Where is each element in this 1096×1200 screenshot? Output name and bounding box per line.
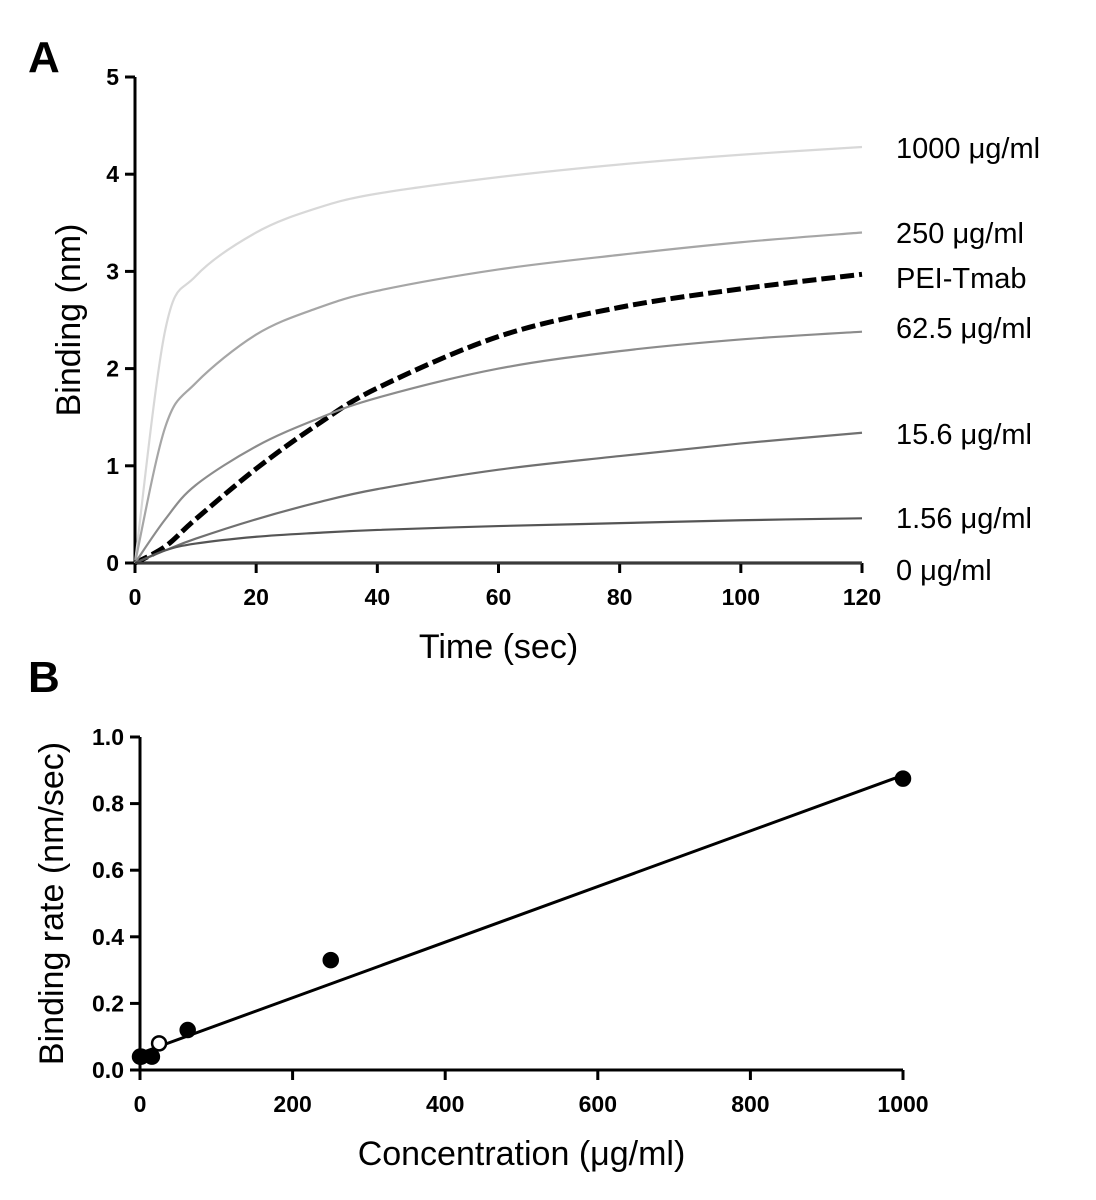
panel-a-x-tick-label: 40 — [365, 584, 391, 610]
panel-a-x-tick-label: 80 — [607, 584, 633, 610]
series-label-1: 250 μg/ml — [896, 218, 1024, 250]
series-line-1 — [133, 231, 863, 564]
series-label-6: 0 μg/ml — [896, 555, 992, 587]
series-label-2: PEI-Tmab — [896, 263, 1027, 295]
panel-a-x-tick-label: 60 — [486, 584, 512, 610]
panel-a-x-tick-label: 20 — [243, 584, 269, 610]
panel-b-x-tick-label: 600 — [579, 1091, 617, 1117]
panel-b-x-tick-label: 400 — [426, 1091, 464, 1117]
panel-a-x-axis-title: Time (sec) — [419, 628, 578, 666]
panel-a-y-tick-label: 5 — [106, 64, 119, 90]
panel-b-x-tick-label: 0 — [134, 1091, 147, 1117]
panel-b-x-axis-title: Concentration (μg/ml) — [358, 1135, 686, 1173]
series-label-0: 1000 μg/ml — [896, 133, 1040, 165]
series-line-2 — [133, 271, 863, 566]
panel-b-y-tick-label: 0.0 — [92, 1057, 124, 1083]
panel-b-y-tick-label: 1.0 — [92, 724, 124, 750]
panel-b-x-tick-label: 1000 — [877, 1091, 928, 1117]
data-point — [143, 1048, 161, 1065]
data-point-open — [150, 1035, 168, 1052]
panel-b-x-tick-label: 200 — [273, 1091, 311, 1117]
panel-b-y-axis-title: Binding rate (nm/sec) — [33, 742, 71, 1065]
panel-a-x-tick-label: 0 — [129, 584, 142, 610]
data-point — [894, 770, 912, 787]
series-label-4: 15.6 μg/ml — [896, 419, 1032, 451]
panel-b-y-tick-label: 0.8 — [92, 791, 124, 817]
panel-b-y-tick-label: 0.2 — [92, 990, 124, 1016]
panel-letter-b: B — [28, 653, 60, 702]
series-line-3 — [134, 330, 863, 564]
panel-a-y-axis-title: Binding (nm) — [50, 224, 88, 417]
panel-b-x-tick-label: 800 — [731, 1091, 769, 1117]
panel-a-y-tick-label: 2 — [106, 356, 119, 382]
panel-a-x-tick-label: 120 — [843, 584, 881, 610]
panel-b-y-tick-label: 0.6 — [92, 857, 124, 883]
panel-b-y-tick-label: 0.4 — [92, 924, 124, 950]
series-label-5: 1.56 μg/ml — [896, 503, 1032, 535]
series-label-3: 62.5 μg/ml — [896, 313, 1032, 345]
data-point — [322, 951, 339, 969]
panel-a-y-tick-label: 1 — [106, 453, 119, 479]
panel-a-y-tick-label: 0 — [106, 550, 119, 576]
panel-a-y-tick-label: 4 — [106, 161, 119, 187]
data-point — [179, 1021, 196, 1039]
panel-letter-a: A — [28, 33, 60, 82]
series-line-5 — [134, 517, 863, 565]
fit-line — [139, 773, 904, 1055]
series-line-4 — [134, 431, 863, 565]
panel-a-x-tick-label: 100 — [722, 584, 760, 610]
series-line-0 — [133, 145, 863, 564]
panel-a-chart: 0 20 40 60 80 100 120 0 1 2 3 4 5 Time (sec) Binding (… — [50, 64, 1040, 666]
panel-a-y-tick-label: 3 — [106, 258, 119, 284]
panel-b-chart: 0 200 400 600 800 1000 0.0 0.2 0.4 0.6 0.8 1.0 Conce… — [33, 724, 929, 1173]
